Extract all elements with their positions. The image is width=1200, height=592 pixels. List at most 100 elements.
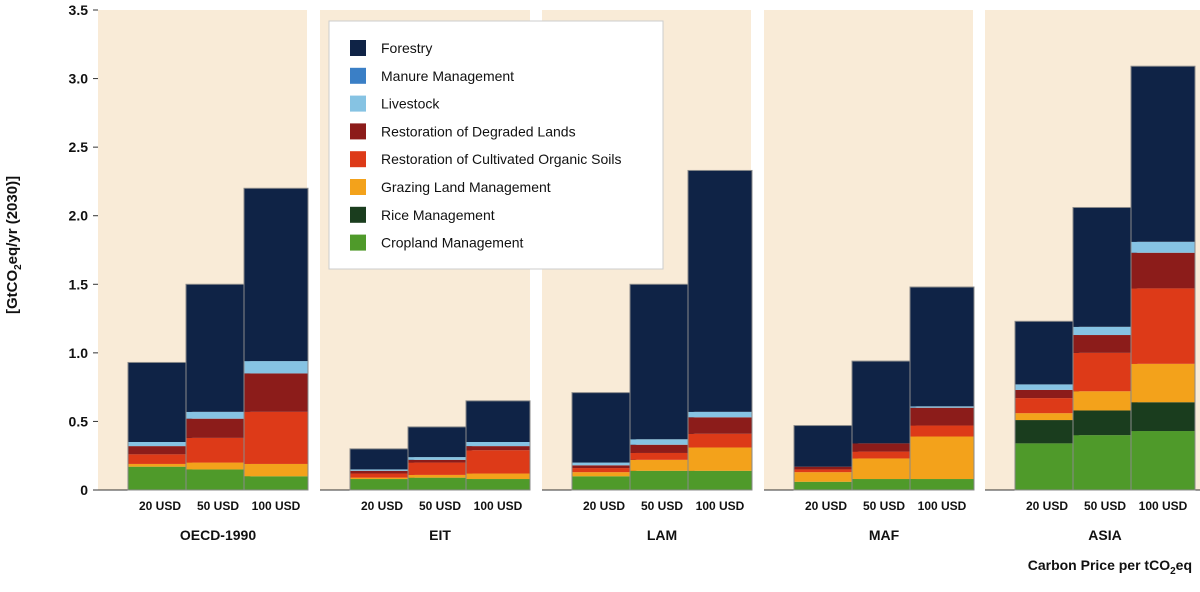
legend: Forestry Manure Management Livestock Restor… xyxy=(328,20,664,270)
stacked-bar xyxy=(629,283,695,491)
legend-swatch xyxy=(350,40,366,56)
stacked-bar xyxy=(1130,65,1196,491)
y-tick-label: 3.0 xyxy=(69,71,89,87)
bar-segment xyxy=(688,433,752,448)
x-tick-label: 20 USD xyxy=(1026,499,1068,513)
bar-segment xyxy=(572,462,636,466)
legend-label: Forestry xyxy=(381,40,432,56)
stacked-bar xyxy=(127,361,193,491)
bar-segment xyxy=(572,468,636,473)
y-axis-label: [GtCO2eq/yr (2030)] xyxy=(4,176,24,314)
bar-segment xyxy=(1131,288,1195,364)
stacked-bar xyxy=(185,283,251,491)
legend-swatch xyxy=(350,151,366,168)
bar-outline xyxy=(1130,65,1196,491)
y-tick-label: 0.5 xyxy=(69,413,89,429)
bar-segment xyxy=(408,457,472,460)
bar-segment xyxy=(1131,402,1195,432)
bar-segment xyxy=(244,361,308,374)
bar-segment xyxy=(244,476,308,490)
legend-label: Grazing Land Management xyxy=(381,179,551,195)
bar-segment xyxy=(408,462,472,475)
bar-segment xyxy=(572,472,636,477)
bar-segment xyxy=(128,466,192,490)
stacked-bar xyxy=(349,448,415,491)
legend-swatch xyxy=(350,67,366,84)
x-tick-label: 50 USD xyxy=(641,499,683,513)
bar-segment xyxy=(350,473,414,478)
bar-segment xyxy=(852,458,916,480)
bar-segment xyxy=(1015,389,1079,399)
legend-label: Restoration of Cultivated Organic Soils xyxy=(381,151,621,167)
legend-item: Forestry xyxy=(350,40,432,56)
bar-segment xyxy=(466,400,530,442)
bar-segment xyxy=(350,477,414,480)
legend-label: Livestock xyxy=(381,96,440,112)
bar-segment xyxy=(794,481,858,490)
bar-segment xyxy=(1015,398,1079,414)
bar-segment xyxy=(244,188,308,362)
panel-asia: 20 USD 50 USD 100 USD ASIA xyxy=(985,10,1200,543)
legend-swatch xyxy=(350,95,366,112)
bar-segment xyxy=(128,463,192,467)
bar-segment xyxy=(910,406,974,408)
stacked-bar xyxy=(909,286,975,491)
bar-segment xyxy=(1015,443,1079,490)
x-tick-label: 100 USD xyxy=(918,499,967,513)
bar-segment xyxy=(350,448,414,470)
stacked-bar xyxy=(571,392,637,491)
x-tick-label: 50 USD xyxy=(197,499,239,513)
bar-segment xyxy=(186,411,250,419)
bar-segment xyxy=(852,443,916,452)
bar-segment xyxy=(1073,391,1137,411)
x-axis-label-subscript: 2 xyxy=(1170,566,1176,577)
legend-label: Manure Management xyxy=(381,68,514,84)
legend-box xyxy=(328,20,664,270)
stacked-bar xyxy=(1014,320,1080,491)
legend-item: Restoration of Degraded Lands xyxy=(350,123,576,140)
legend-swatch xyxy=(350,179,366,195)
panel-oecd-1990: 20 USD 50 USD 100 USD OECD-1990 xyxy=(98,10,309,543)
bar-segment xyxy=(466,450,530,474)
bar-segment xyxy=(794,469,858,473)
legend-item: Cropland Management xyxy=(350,234,524,251)
bar-outline xyxy=(243,187,309,491)
bar-segment xyxy=(466,442,530,447)
bar-segment xyxy=(852,479,916,490)
bar-segment xyxy=(910,407,974,426)
x-tick-label: 50 USD xyxy=(1084,499,1126,513)
legend-swatch xyxy=(350,206,366,223)
y-tick-label: 3.5 xyxy=(69,2,89,18)
stacked-bar xyxy=(1072,206,1138,491)
stacked-bar xyxy=(465,400,531,491)
bar-segment xyxy=(688,411,752,418)
x-tick-label: 20 USD xyxy=(361,499,403,513)
y-tick-label: 2.5 xyxy=(69,139,89,155)
legend-swatch xyxy=(350,123,366,140)
bar-segment xyxy=(350,469,414,471)
bar-segment xyxy=(466,473,530,480)
bar-segment xyxy=(244,463,308,477)
region-label: EIT xyxy=(429,527,451,543)
bar-segment xyxy=(1073,335,1137,353)
panel-maf: 20 USD 50 USD 100 USD MAF xyxy=(764,10,975,543)
bar-segment xyxy=(1015,321,1079,385)
bar-segment xyxy=(910,436,974,480)
bar-segment xyxy=(186,462,250,470)
bar-segment xyxy=(852,361,916,444)
stacked-bar xyxy=(851,360,917,491)
stacked-bar xyxy=(243,187,309,491)
x-tick-label: 50 USD xyxy=(419,499,461,513)
bar-segment xyxy=(794,425,858,467)
legend-item: Livestock xyxy=(350,95,440,112)
bar-segment xyxy=(408,474,472,478)
stacked-bar xyxy=(407,426,473,491)
legend-item: Grazing Land Management xyxy=(350,179,551,195)
bar-segment xyxy=(1131,241,1195,253)
bar-segment xyxy=(688,447,752,471)
bar-segment xyxy=(572,392,636,463)
bar-segment xyxy=(408,477,472,490)
x-tick-label: 100 USD xyxy=(252,499,301,513)
bar-segment xyxy=(910,287,974,407)
y-axis-label-subscript: 2 xyxy=(13,264,24,270)
